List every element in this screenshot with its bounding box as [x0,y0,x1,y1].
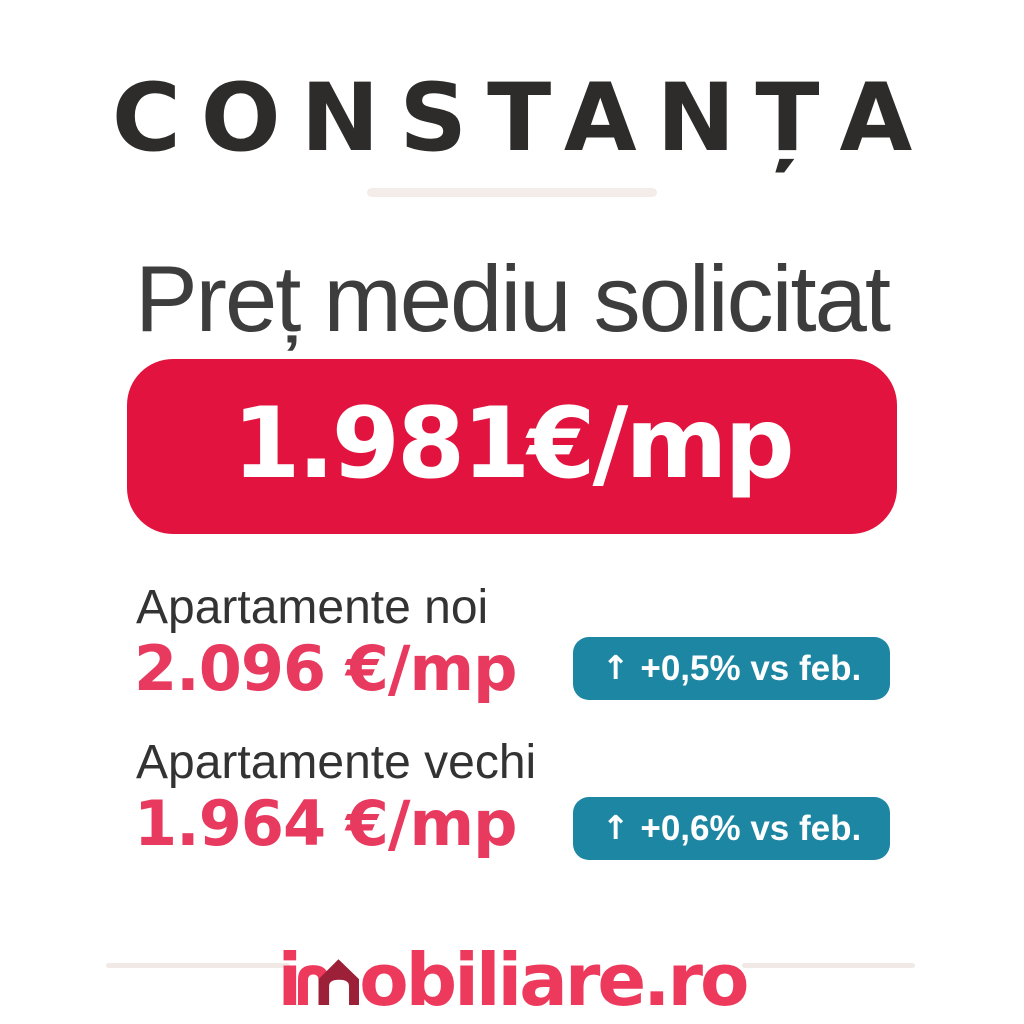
footer-rule-left [106,963,290,968]
logo-house-m-icon [298,959,360,1005]
logo-text-suffix: obiliare.ro [359,938,749,1022]
average-price-card: 1.981€/mp [127,359,897,534]
segment-new-price: 2.096 €/mp [134,632,517,705]
trend-badge-new-text: +0,5% vs feb. [640,648,862,688]
city-title: CONSTANȚA [111,64,933,173]
segment-old-price: 1.964 €/mp [134,787,517,860]
trend-up-icon: ↑ [601,808,630,847]
brand-logo: i obiliare.ro [0,944,1024,1016]
trend-up-icon: ↑ [601,648,630,687]
trend-badge-new: ↑ +0,5% vs feb. [573,637,890,700]
logo-text-prefix: i [277,938,303,1022]
title-underline [367,188,657,197]
segment-old-label: Apartamente vechi [136,736,537,789]
subtitle: Preț mediu solicitat [134,246,891,351]
trend-badge-old: ↑ +0,6% vs feb. [573,797,890,860]
trend-badge-old-text: +0,6% vs feb. [640,808,862,848]
segment-new-label: Apartamente noi [136,581,489,634]
footer-rule-right [742,963,915,968]
average-price-value: 1.981€/mp [232,386,794,501]
